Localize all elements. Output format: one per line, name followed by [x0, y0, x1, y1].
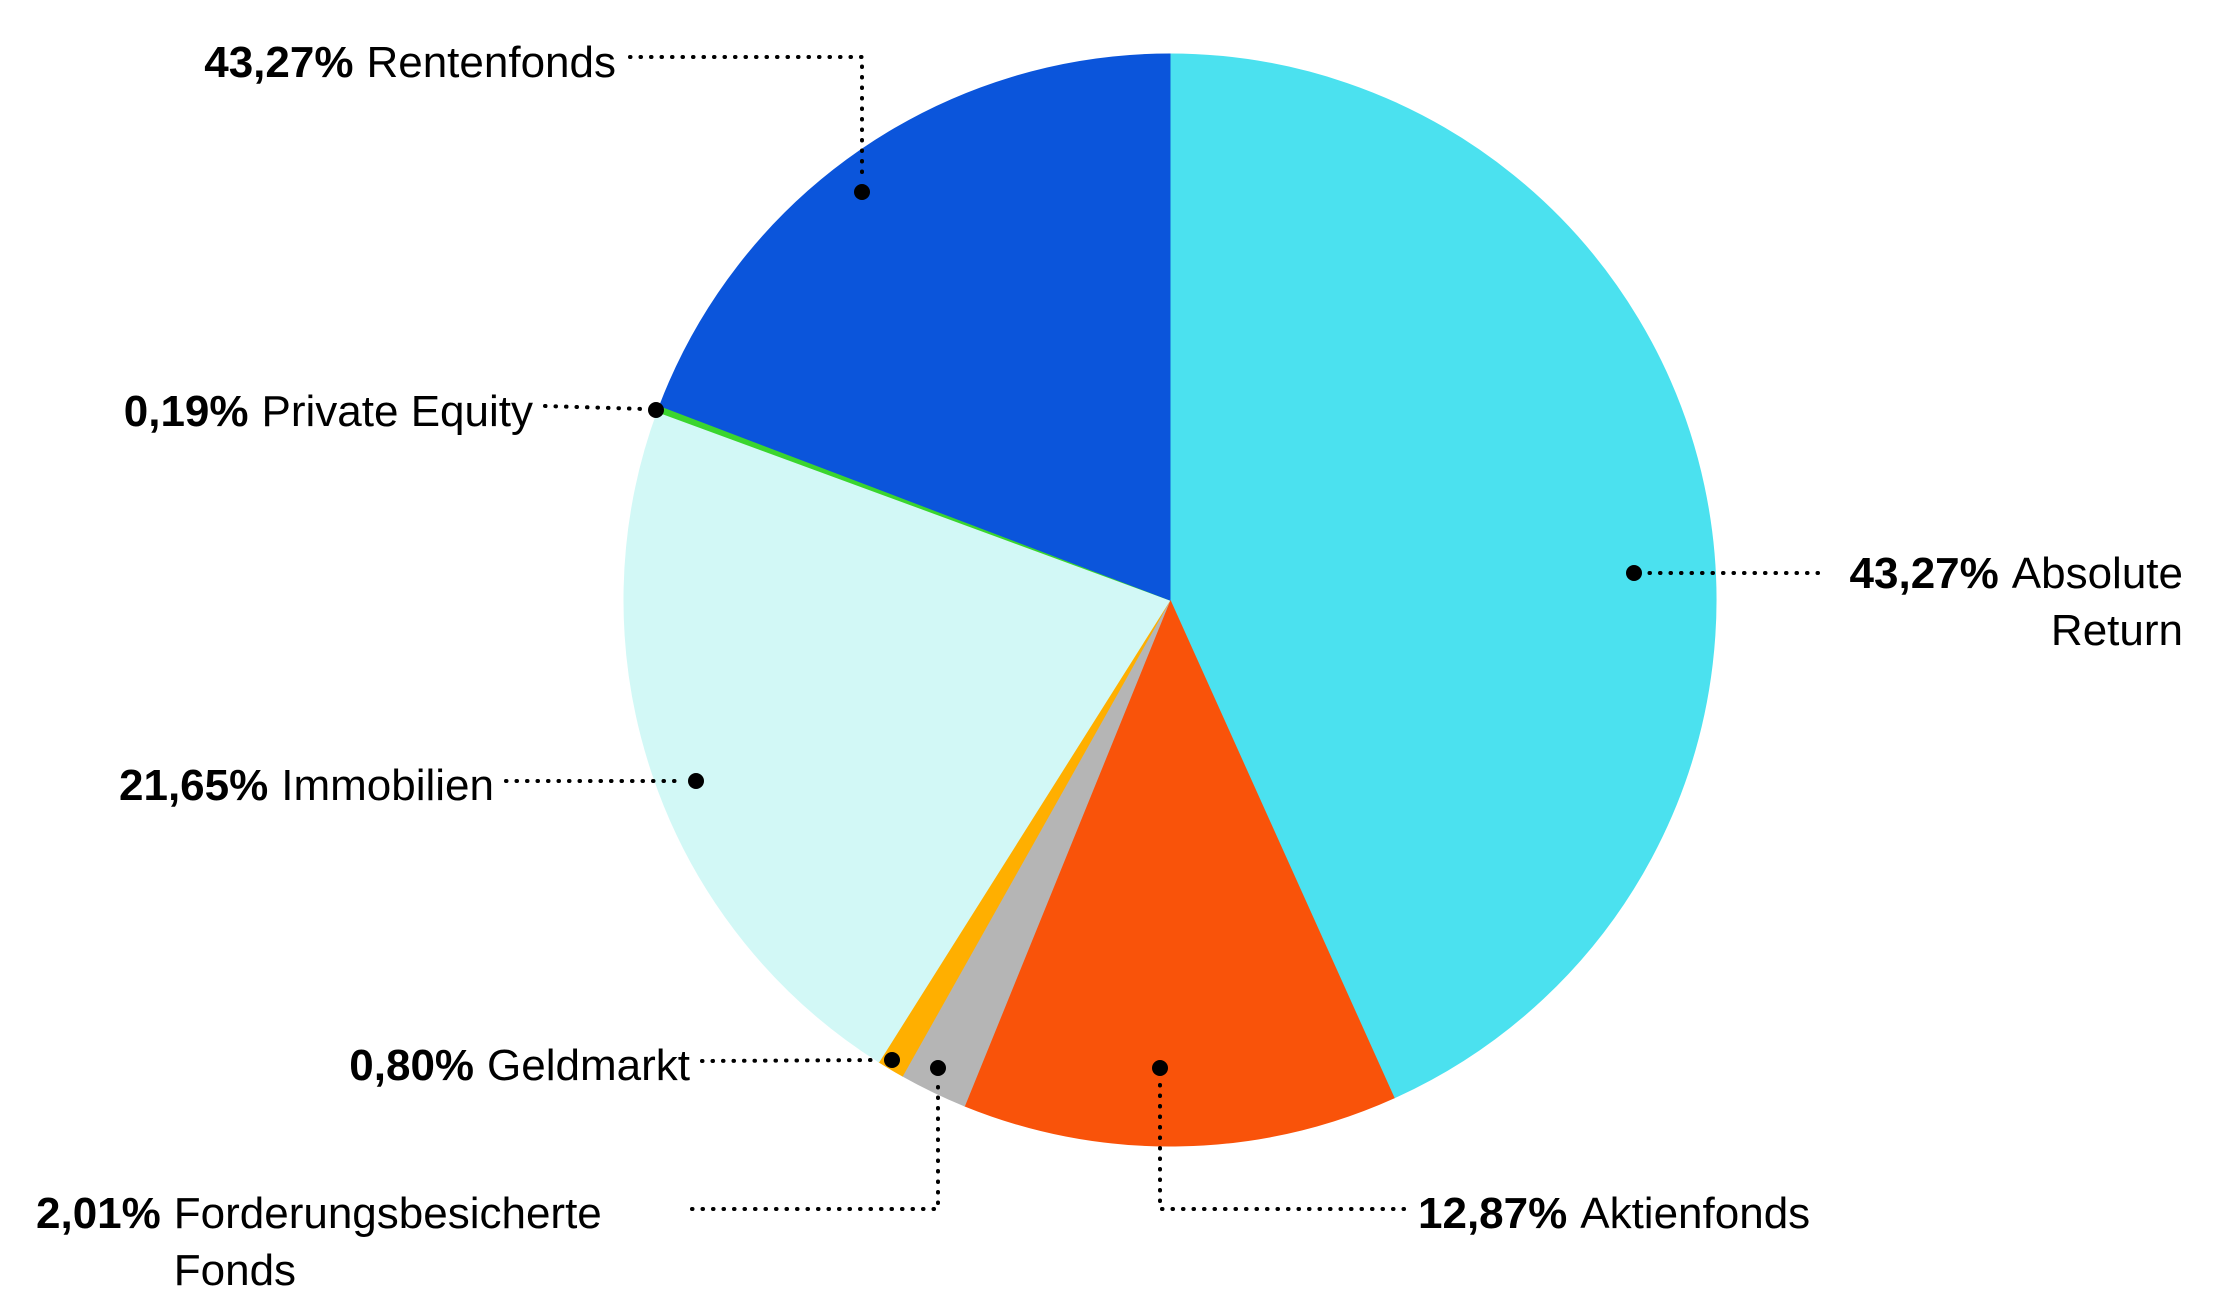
label-rentenfonds-name: Rentenfonds	[366, 38, 616, 87]
label-forderungsbesicherte-fonds: 2,01% Forderungsbesicherte Fonds	[36, 1185, 654, 1292]
label-immobilien-name: Immobilien	[281, 761, 494, 810]
label-aktienfonds-name: Aktienfonds	[1580, 1189, 1811, 1238]
label-aktienfonds: 12,87% Aktienfonds	[1418, 1185, 1810, 1242]
callout-dot-forderungsbesicherte-fonds	[930, 1060, 946, 1076]
label-immobilien-percent: 21,65%	[119, 761, 269, 810]
callout-line-private-equity	[543, 404, 646, 411]
label-rentenfonds-percent: 43,27%	[204, 38, 354, 87]
callout-line-rentenfonds	[628, 55, 864, 180]
label-immobilien: 21,65% Immobilien	[119, 757, 494, 814]
callout-dot-rentenfonds	[854, 184, 870, 200]
callout-line-aktienfonds	[1158, 1080, 1406, 1211]
slice-immobilien	[623, 411, 1171, 1063]
label-absolute-return-name: Absolute Return	[2011, 549, 2183, 656]
label-geldmarkt: 0,80% Geldmarkt	[349, 1037, 690, 1094]
label-aktienfonds-percent: 12,87%	[1418, 1189, 1568, 1238]
label-forderungsbesicherte-fonds-name: Forderungsbesicherte Fonds	[173, 1189, 602, 1292]
callout-dot-private-equity	[648, 402, 664, 418]
label-rentenfonds: 43,27% Rentenfonds	[204, 34, 616, 91]
callout-dot-geldmarkt	[884, 1052, 900, 1068]
pie-slices-group	[623, 53, 1717, 1147]
label-geldmarkt-name: Geldmarkt	[487, 1041, 690, 1090]
label-geldmarkt-percent: 0,80%	[349, 1041, 475, 1090]
callout-line-forderungsbesicherte-fonds	[690, 1080, 940, 1211]
slice-absolute-return	[1169, 53, 1717, 1099]
callout-line-geldmarkt	[700, 1058, 880, 1063]
callout-lines-group	[504, 55, 1820, 1211]
callout-dot-aktienfonds	[1152, 1060, 1168, 1076]
label-absolute-return: 43,27% Absolute Return	[1803, 545, 2183, 659]
label-private-equity-percent: 0,19%	[123, 387, 249, 436]
label-absolute-return-percent: 43,27%	[1849, 549, 1999, 598]
label-private-equity: 0,19% Private Equity	[124, 383, 533, 440]
label-private-equity-name: Private Equity	[261, 387, 533, 436]
slice-aktienfonds	[963, 598, 1395, 1147]
label-forderungsbesicherte-fonds-percent: 2,01%	[36, 1189, 161, 1238]
callout-dot-immobilien	[688, 773, 704, 789]
callout-dot-absolute-return	[1626, 565, 1642, 581]
